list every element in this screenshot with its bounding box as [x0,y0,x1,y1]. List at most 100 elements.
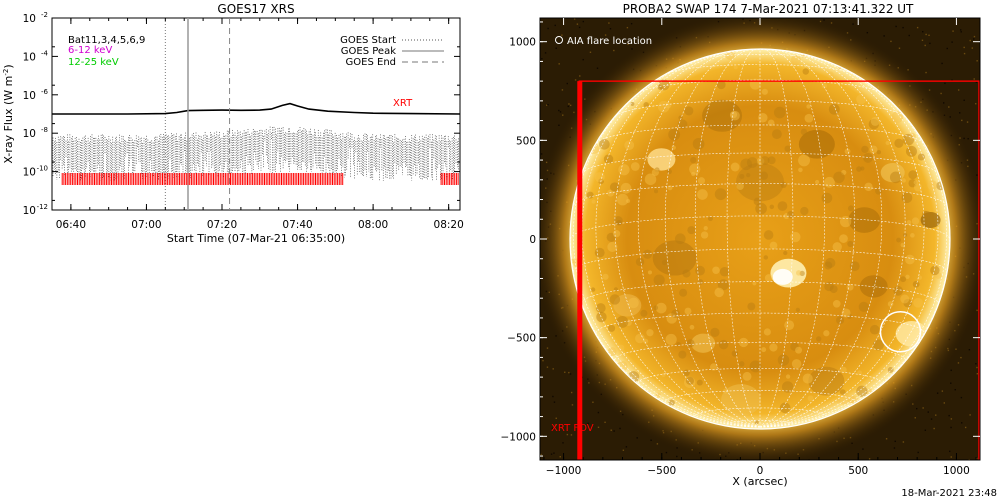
solar-texture [746,173,751,178]
solar-texture [856,94,867,105]
noise-speck [559,43,562,45]
noise-speck [608,22,610,24]
goes-xtick-label: 07:20 [207,219,237,231]
solar-texture [802,68,810,75]
solar-texture [868,118,880,130]
solar-texture [802,373,813,384]
solar-texture [927,180,938,191]
solar-texture [591,199,596,204]
solar-texture [930,265,940,276]
solar-texture [887,301,894,307]
goes-ytick-exponent: -4 [41,49,49,57]
solar-texture [839,215,852,228]
solar-texture [723,388,729,394]
noise-speck [925,71,927,74]
grid-parallel [581,152,939,174]
solar-texture [798,154,811,167]
solar-texture [864,182,873,192]
solar-texture [714,188,727,201]
solar-texture [785,374,791,379]
solar-texture [618,164,630,176]
solar-texture [612,229,621,238]
solar-texture [875,187,882,195]
solar-texture [900,294,910,304]
solar-texture [795,270,802,276]
grid-meridian [664,49,761,428]
noise-speck [562,442,564,444]
noise-speck [553,401,556,403]
solar-texture [835,398,841,403]
solar-texture [655,392,661,398]
solar-texture [602,273,609,280]
solar-texture [686,339,695,348]
solar-texture [714,287,724,298]
solar-texture [738,361,745,367]
noise-speck [613,49,615,52]
noise-speck [975,81,978,83]
noise-speck [898,47,901,49]
solar-texture [869,145,878,154]
noise-speck [976,309,978,312]
solar-texture [786,211,795,219]
noise-speck [924,429,927,431]
solar-texture [800,206,809,216]
noise-speck [948,414,950,417]
goes-xtick-label: 08:20 [434,219,464,231]
noise-speck [562,114,564,116]
noise-speck [559,456,561,458]
solar-texture [687,226,696,235]
solar-texture [771,129,782,140]
solar-texture [667,185,673,191]
solar-texture [624,140,635,151]
solar-texture [684,307,692,315]
noise-speck [650,439,652,441]
solar-texture [908,170,918,180]
noise-speck [959,29,962,31]
solar-texture [906,220,912,225]
solar-texture [761,347,767,353]
noise-speck [546,347,549,349]
noise-speck [569,373,572,375]
goes-xlabel: Start Time (07-Mar-21 06:35:00) [167,232,345,245]
solar-texture [594,172,605,183]
solar-texture [896,237,902,243]
swap-xtick-label: 1000 [943,465,970,477]
solar-texture [893,285,903,296]
noise-speck [933,427,935,430]
solar-texture [917,153,925,161]
solar-texture [798,167,803,173]
solar-texture [668,128,681,141]
solar-texture [586,191,594,199]
noise-speck [975,103,977,105]
solar-texture [740,158,753,171]
noise-speck [966,121,969,123]
solar-texture [616,220,622,226]
noise-speck [950,382,952,384]
noise-speck [935,414,937,416]
noise-speck [558,63,560,65]
goes-ylabel: X-ray Flux (W m-2) [2,64,15,163]
legend-goes-start: GOES Start [340,35,396,46]
solar-feature [848,207,881,233]
solar-texture [616,193,629,206]
solar-texture [689,163,701,175]
noise-speck [925,33,927,36]
solar-texture [746,157,758,168]
goes-title: GOES17 XRS [217,2,294,16]
noise-speck [613,430,615,432]
noise-speck [967,138,969,140]
goes-xrs-panel: GOES17 XRS 06:40 07:00 07:20 07:40 08:00 08:2… [2,2,464,245]
solar-texture [712,266,720,275]
solar-texture [861,145,869,154]
solar-feature [808,366,845,396]
solar-texture [790,231,801,243]
noise-speck [973,78,975,80]
noise-speck [570,434,573,436]
grid-parallel [615,100,905,117]
solar-texture [825,257,836,269]
noise-speck [558,109,560,112]
solar-texture [780,181,787,189]
noise-speck [946,47,948,50]
solar-feature [613,294,642,317]
